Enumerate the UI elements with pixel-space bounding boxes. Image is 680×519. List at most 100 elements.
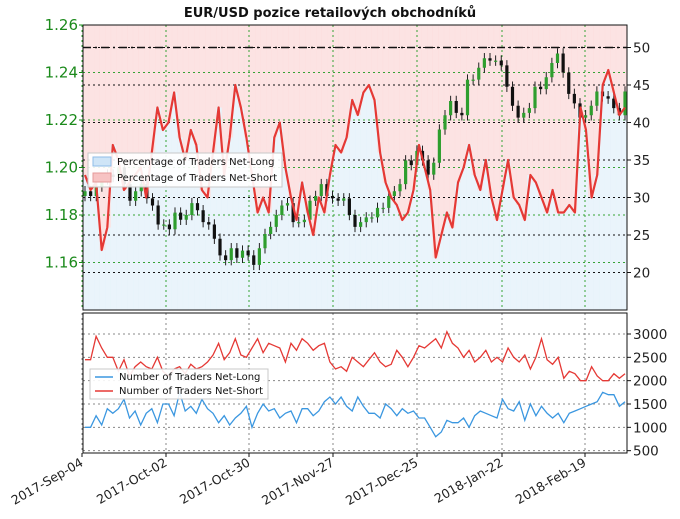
net-short-band	[621, 25, 628, 108]
percent-tick-label: 45	[633, 78, 650, 94]
net-long-band	[138, 167, 145, 310]
price-candle	[404, 160, 408, 185]
legend-swatch-net-long	[92, 156, 112, 167]
net-short-band	[382, 25, 389, 183]
net-short-band	[305, 25, 311, 213]
net-short-band	[199, 25, 206, 190]
net-long-band	[571, 212, 578, 310]
price-candle	[364, 217, 368, 223]
net-long-band	[599, 85, 606, 310]
net-long-band	[355, 115, 361, 310]
net-short-band	[393, 25, 400, 205]
net-long-band	[349, 100, 356, 310]
price-tick-label: 1.18	[45, 206, 78, 224]
net-long-band	[321, 212, 328, 310]
net-long-band	[477, 190, 483, 310]
price-candle	[522, 112, 526, 118]
price-candle	[347, 198, 351, 215]
price-candle	[319, 184, 323, 196]
chart-title: EUR/USD pozice retailových obchodníků	[184, 6, 476, 21]
net-short-band	[582, 25, 589, 130]
net-long-band	[282, 167, 289, 310]
net-short-band	[460, 25, 467, 168]
price-candle	[269, 226, 273, 234]
date-tick-label: 2017-Oct-02	[94, 455, 170, 507]
price-candle	[488, 58, 492, 61]
price-candle	[314, 196, 318, 201]
net-short-band	[221, 25, 228, 175]
net-short-band	[443, 25, 450, 213]
price-tick-label: 1.22	[45, 111, 78, 129]
net-short-band	[527, 25, 533, 175]
net-short-band	[160, 25, 167, 130]
top-panel: 1.161.181.201.221.241.26 20253035404550 …	[45, 16, 650, 311]
net-short-band	[471, 25, 478, 175]
net-long-band	[266, 212, 273, 310]
net-long-band	[615, 115, 622, 310]
net-long-band	[549, 190, 556, 310]
legend-swatch-net-short	[92, 172, 112, 183]
net-short-band	[227, 25, 234, 138]
price-axis-ticks: 1.16 1.18 1.20 1.22 1.24 1.26	[45, 16, 83, 272]
net-short-band	[155, 25, 162, 108]
count-tick-label: 3000	[633, 327, 667, 343]
net-long-band	[538, 197, 545, 310]
net-long-count-line	[85, 389, 626, 438]
net-short-band	[438, 25, 445, 235]
price-candle	[190, 203, 194, 215]
net-short-band	[271, 25, 278, 138]
net-short-band	[243, 25, 250, 138]
price-candle	[224, 255, 228, 261]
date-tick-label: 2017-Nov-27	[259, 455, 336, 508]
price-candle	[257, 248, 261, 265]
net-short-band	[144, 25, 150, 198]
price-candle	[150, 198, 155, 206]
net-long-band	[293, 220, 300, 310]
price-candle	[516, 105, 520, 118]
price-candle	[572, 93, 576, 104]
net-long-band	[171, 92, 178, 310]
net-long-band	[593, 175, 600, 310]
net-short-band	[449, 25, 456, 228]
net-short-band	[538, 25, 545, 198]
price-candle	[589, 105, 593, 116]
net-short-band	[194, 25, 200, 145]
price-candle	[179, 212, 183, 220]
price-candle	[539, 86, 543, 90]
net-short-band	[493, 25, 500, 220]
price-candle	[156, 205, 160, 225]
net-long-band	[621, 107, 628, 310]
net-long-band	[377, 152, 384, 310]
net-short-band	[249, 25, 256, 175]
net-long-band	[232, 85, 239, 310]
price-candle	[218, 238, 222, 256]
net-short-band	[410, 25, 417, 190]
bottom-legend: Number of Traders Net-Long Number of Tra…	[89, 368, 269, 400]
top-legend: Percentage of Traders Net-Long Percentag…	[87, 152, 283, 188]
price-candle	[184, 215, 188, 220]
net-long-band	[371, 100, 378, 310]
net-short-band	[94, 25, 100, 183]
net-long-band	[610, 92, 617, 310]
price-candle	[128, 184, 132, 201]
price-candle	[263, 234, 267, 249]
price-candle	[297, 222, 301, 224]
net-short-band	[105, 25, 112, 228]
net-long-band	[432, 257, 439, 310]
net-short-band	[421, 25, 428, 168]
net-long-band	[249, 175, 256, 310]
net-short-band	[321, 25, 328, 213]
net-long-band	[399, 220, 406, 310]
price-tick-label: 1.20	[45, 159, 78, 177]
net-short-band	[543, 25, 550, 213]
net-long-band	[482, 160, 489, 310]
net-short-band	[432, 25, 439, 258]
net-long-band	[554, 212, 561, 310]
net-short-band	[188, 25, 195, 130]
net-short-band	[88, 25, 95, 190]
net-long-band	[404, 212, 411, 310]
net-long-band	[360, 92, 367, 310]
net-short-band	[610, 25, 617, 93]
bottom-panel: 500 1000 1500 2000 2500 3000 Number of Trader…	[81, 312, 667, 460]
net-long-band	[288, 197, 295, 310]
